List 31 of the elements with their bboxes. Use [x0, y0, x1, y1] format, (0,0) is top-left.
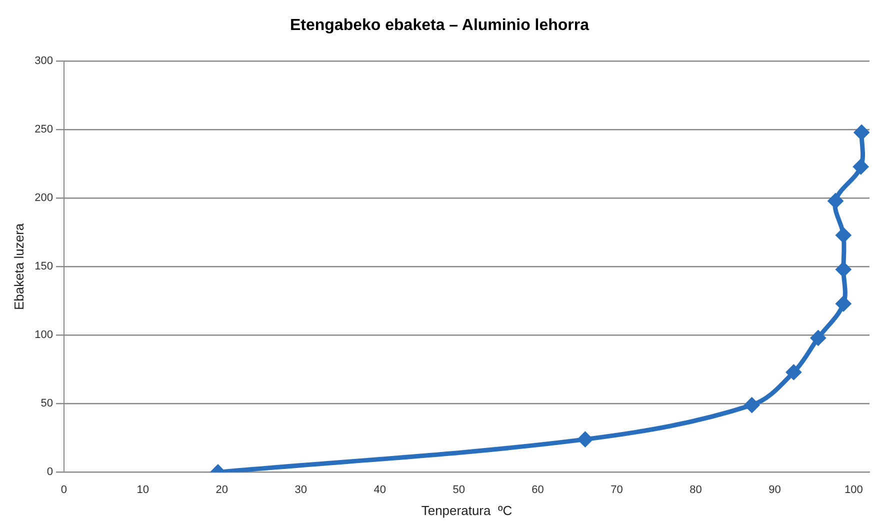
point	[836, 262, 851, 277]
x-tick-label: 60	[532, 484, 544, 496]
x-tick-label: 10	[136, 484, 150, 496]
x-tick-label: 80	[690, 484, 702, 496]
point	[836, 228, 851, 242]
chart-title: Etengabeko ebaketa – Aluminio lehorra	[290, 17, 590, 34]
y-tick-label: 300	[34, 55, 53, 68]
point	[854, 125, 869, 140]
x-tick-label: 0	[60, 484, 68, 496]
y-tick-label: 50	[40, 398, 53, 410]
x-tick-label: 20	[216, 484, 228, 496]
y-axis-title: Ebaketa luzera	[11, 222, 26, 310]
point	[786, 364, 801, 380]
y-tick-label: 250	[34, 124, 53, 136]
x-tick-label: 90	[768, 484, 781, 496]
point	[836, 296, 851, 311]
x-tick-label: 30	[294, 484, 308, 496]
point	[828, 194, 843, 208]
point	[854, 159, 868, 174]
y-tick-label: 100	[34, 329, 53, 342]
y-tick-label: 200	[34, 192, 53, 204]
y-tick-label: 0	[46, 466, 53, 478]
point	[744, 398, 760, 412]
y-tick-label: 150	[34, 260, 53, 273]
x-tick-label: 100	[844, 484, 863, 496]
point	[810, 330, 826, 346]
x-tick-label: 50	[452, 484, 465, 496]
point	[578, 432, 592, 447]
x-tick-label: 40	[374, 484, 386, 496]
x-tick-label: 70	[610, 484, 623, 496]
x-axis-title: Tenperatura ºC	[421, 502, 512, 518]
